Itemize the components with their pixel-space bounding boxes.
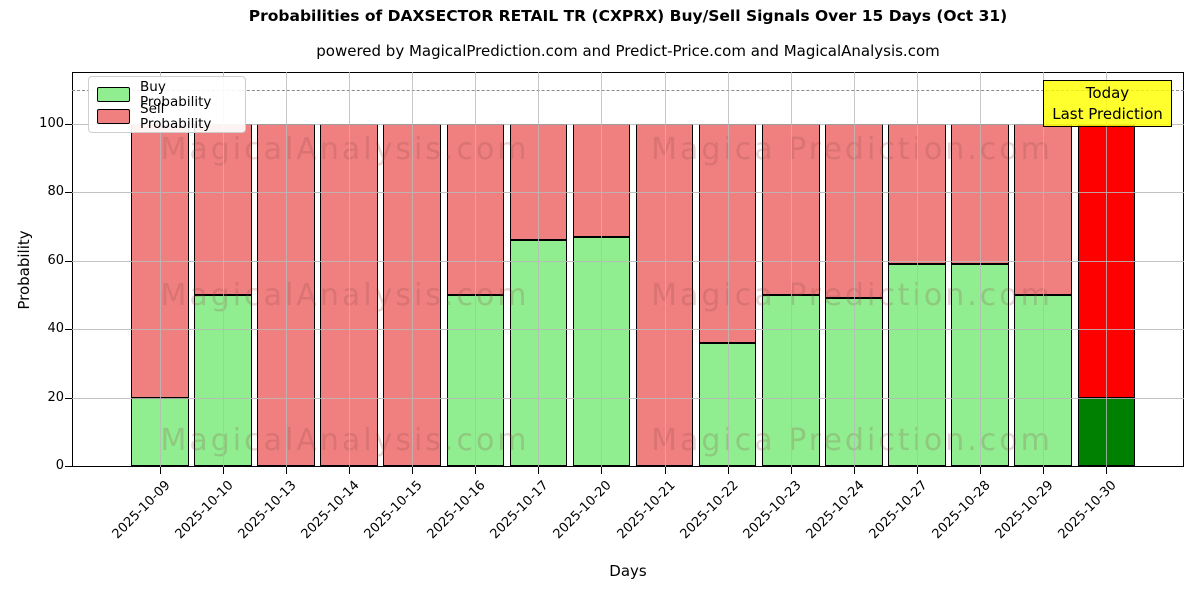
x-tick: [980, 467, 982, 474]
x-tick: [159, 467, 161, 474]
x-tick: [601, 467, 603, 474]
y-tick-label: 100: [39, 116, 64, 131]
y-tick-label: 60: [47, 252, 64, 268]
x-tick: [538, 467, 540, 474]
y-tick: [65, 329, 72, 331]
x-tick: [285, 467, 287, 474]
y-tick: [65, 192, 72, 194]
x-tick: [349, 467, 351, 474]
y-tick: [65, 260, 72, 262]
today-annotation-box: Today Last Prediction: [1043, 80, 1172, 127]
v-gridline: [664, 72, 666, 467]
today-annotation-line2: Last Prediction: [1052, 104, 1163, 123]
v-gridline: [475, 72, 477, 467]
y-tick-label: 40: [47, 321, 64, 337]
x-tick: [790, 467, 792, 474]
legend: Buy Probability Sell Probability: [88, 76, 246, 133]
x-tick: [222, 467, 224, 474]
y-tick: [65, 466, 72, 467]
y-tick-label: 0: [55, 458, 64, 473]
h-gridline: [72, 329, 1184, 331]
v-gridline: [159, 72, 161, 467]
x-tick: [412, 467, 414, 474]
today-annotation-line1: Today: [1085, 83, 1130, 102]
chart-title: Probabilities of DAXSECTOR RETAIL TR (CX…: [248, 7, 1008, 25]
x-axis-label: Days: [609, 562, 647, 580]
h-gridline: [72, 397, 1184, 399]
x-tick: [1106, 467, 1108, 474]
y-axis-label: Probability: [15, 230, 33, 310]
v-gridline: [790, 72, 792, 467]
h-gridline: [72, 260, 1184, 262]
y-tick-label: 20: [47, 389, 64, 405]
v-gridline: [1043, 72, 1045, 467]
v-gridline: [1106, 72, 1108, 467]
x-tick: [727, 467, 729, 474]
v-gridline: [727, 72, 729, 467]
y-tick: [65, 124, 72, 125]
legend-label-sell: Sell Probability: [140, 100, 212, 132]
x-tick: [664, 467, 666, 474]
chart-subtitle: powered by MagicalPrediction.com and Pre…: [316, 42, 940, 60]
y-tick: [65, 397, 72, 399]
x-tick: [853, 467, 855, 474]
dashed-guideline: [72, 89, 1184, 91]
v-gridline: [980, 72, 982, 467]
v-gridline: [853, 72, 855, 467]
x-tick: [475, 467, 477, 474]
sell-swatch-icon: [97, 109, 130, 124]
v-gridline: [349, 72, 351, 467]
h-gridline: [72, 192, 1184, 194]
v-gridline: [538, 72, 540, 467]
legend-item-sell: Sell Probability: [97, 101, 237, 131]
v-gridline: [412, 72, 414, 467]
v-gridline: [916, 72, 918, 467]
v-gridline: [285, 72, 287, 467]
x-tick: [1043, 467, 1045, 474]
x-tick: [916, 467, 918, 474]
legend-item-buy: Buy Probability: [97, 79, 237, 109]
y-tick-label: 80: [47, 184, 64, 200]
v-gridline: [222, 72, 224, 467]
legend-label-buy: Buy Probability: [140, 78, 212, 110]
buy-swatch-icon: [97, 87, 130, 102]
v-gridline: [601, 72, 603, 467]
h-gridline: [72, 124, 1184, 125]
